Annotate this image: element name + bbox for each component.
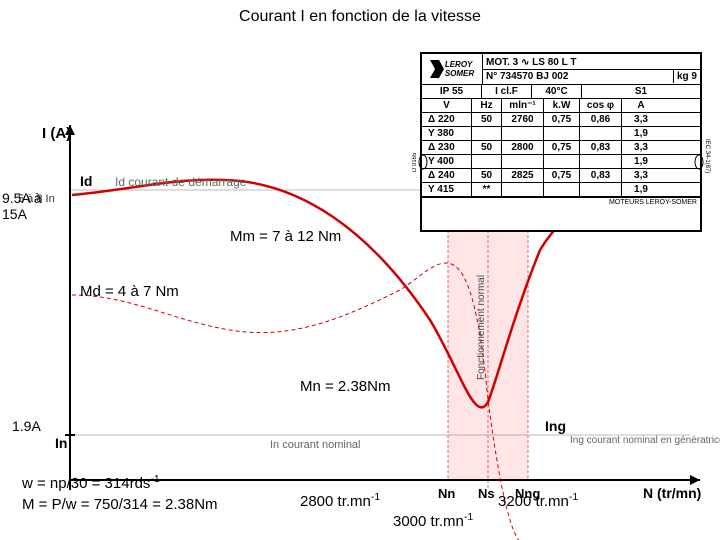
np-data-row: Δ 2305028000,750,833,3	[422, 141, 700, 155]
np-cell	[502, 127, 544, 140]
np-cell: Y 380	[422, 127, 472, 140]
nng-speed: 3200 tr.mn-1	[498, 491, 578, 510]
np-kg: kg 9	[673, 70, 700, 83]
np-cell	[472, 155, 502, 168]
id-sub: Id courant de démarrage	[115, 175, 247, 189]
np-col: V	[422, 99, 472, 112]
mn-annot: Mn = 2.38Nm	[300, 378, 390, 395]
ls-logo: LEROY SOMER	[422, 54, 483, 84]
id-label: Id	[80, 173, 92, 189]
np-cell: 1,9	[622, 155, 660, 168]
np-cell	[580, 155, 622, 168]
np-body: Δ 2205027600,750,863,3Y 3801,9Δ 23050280…	[422, 113, 700, 197]
np-row-ip: IP 55 I cl.F 40°C S1	[422, 85, 700, 99]
np-cell: 3,3	[622, 169, 660, 182]
ns-speed: 3000 tr.mn-1	[393, 511, 473, 530]
np-cell: 50	[472, 141, 502, 154]
ns-label: Ns	[478, 486, 495, 501]
np-cell: 0,75	[544, 169, 580, 182]
np-cell: 3,3	[622, 113, 660, 126]
np-cell	[544, 183, 580, 196]
mm-annot: Mm = 7 à 12 Nm	[230, 228, 341, 245]
chart-title: Courant I en fonction de la vitesse	[0, 0, 720, 26]
np-col: Hz	[472, 99, 502, 112]
np-side-text: IEC 34-1(87)	[702, 94, 710, 218]
np-cell: 0,86	[580, 113, 622, 126]
np-cell: 2800	[502, 141, 544, 154]
y-axis-label: I (A)	[42, 125, 71, 142]
np-cell	[472, 127, 502, 140]
np-no: N° 734570 BJ 002	[483, 70, 673, 83]
np-cell: 50	[472, 169, 502, 182]
np-cell	[580, 183, 622, 196]
motor-nameplate: LEROY SOMER MOT. 3 ∿ LS 80 L T N° 734570…	[420, 52, 702, 232]
torque-formula: M = P/w = 750/314 = 2.38Nm	[22, 494, 218, 515]
np-col: A	[622, 99, 660, 112]
np-cell: Δ 230	[422, 141, 472, 154]
id-range: 9.5A à 15A	[2, 190, 62, 222]
np-head: LEROY SOMER MOT. 3 ∿ LS 80 L T N° 734570…	[422, 54, 700, 85]
np-foot: MOTEURS LEROY-SOMER	[422, 197, 700, 207]
x-arrow	[690, 475, 700, 485]
np-cell	[502, 183, 544, 196]
np-cell: Δ 220	[422, 113, 472, 126]
np-cell: Y 415	[422, 183, 472, 196]
nn-speed: 2800 tr.mn-1	[300, 491, 380, 510]
formulas: w = np/30 = 314rds-1 M = P/w = 750/314 =…	[22, 472, 218, 515]
np-cell: 2825	[502, 169, 544, 182]
np-col: k.W	[544, 99, 580, 112]
np-cell: 0,83	[580, 169, 622, 182]
np-cell: Δ 240	[422, 169, 472, 182]
np-cell	[502, 155, 544, 168]
ing-sub: Ing courant nominal en génératrice	[570, 435, 720, 446]
np-cell: 1,9	[622, 183, 660, 196]
in-sub: In courant nominal	[270, 439, 361, 451]
np-data-row: Y 400 1,9	[422, 155, 700, 169]
np-data-row: Y 380 1,9	[422, 127, 700, 141]
np-data-row: Y 415** 1,9	[422, 183, 700, 197]
in-val: 1.9A	[12, 418, 41, 434]
x-axis-label: N (tr/mn)	[643, 485, 701, 501]
np-cell: 2760	[502, 113, 544, 126]
np-mot: MOT. 3 ∿ LS 80 L T	[483, 56, 700, 70]
nn-label: Nn	[438, 486, 455, 501]
np-cell	[580, 127, 622, 140]
np-cell	[544, 155, 580, 168]
np-cols: VHzmln⁻¹k.Wcos φA	[422, 99, 700, 113]
np-data-row: Δ 2205027600,750,863,3	[422, 113, 700, 127]
np-cell: 0,75	[544, 113, 580, 126]
np-cell	[544, 127, 580, 140]
md-annot: Md = 4 à 7 Nm	[80, 283, 179, 300]
np-cell: 50	[472, 113, 502, 126]
np-cell: 3,3	[622, 141, 660, 154]
np-cell: 1,9	[622, 127, 660, 140]
np-side-text-l: D 0165	[412, 114, 420, 210]
np-cell: Y 400	[422, 155, 472, 168]
fonc-normal: Fonctionnement normal	[476, 275, 487, 380]
omega-formula: w = np/30 = 314rds-1	[22, 472, 218, 494]
np-cell: 0,83	[580, 141, 622, 154]
np-col: mln⁻¹	[502, 99, 544, 112]
in-label: In	[55, 435, 67, 451]
np-col: cos φ	[580, 99, 622, 112]
np-cell: 0,75	[544, 141, 580, 154]
np-data-row: Δ 2405028250,750,833,3	[422, 169, 700, 183]
ing-label: Ing	[545, 418, 566, 434]
np-cell: **	[472, 183, 502, 196]
